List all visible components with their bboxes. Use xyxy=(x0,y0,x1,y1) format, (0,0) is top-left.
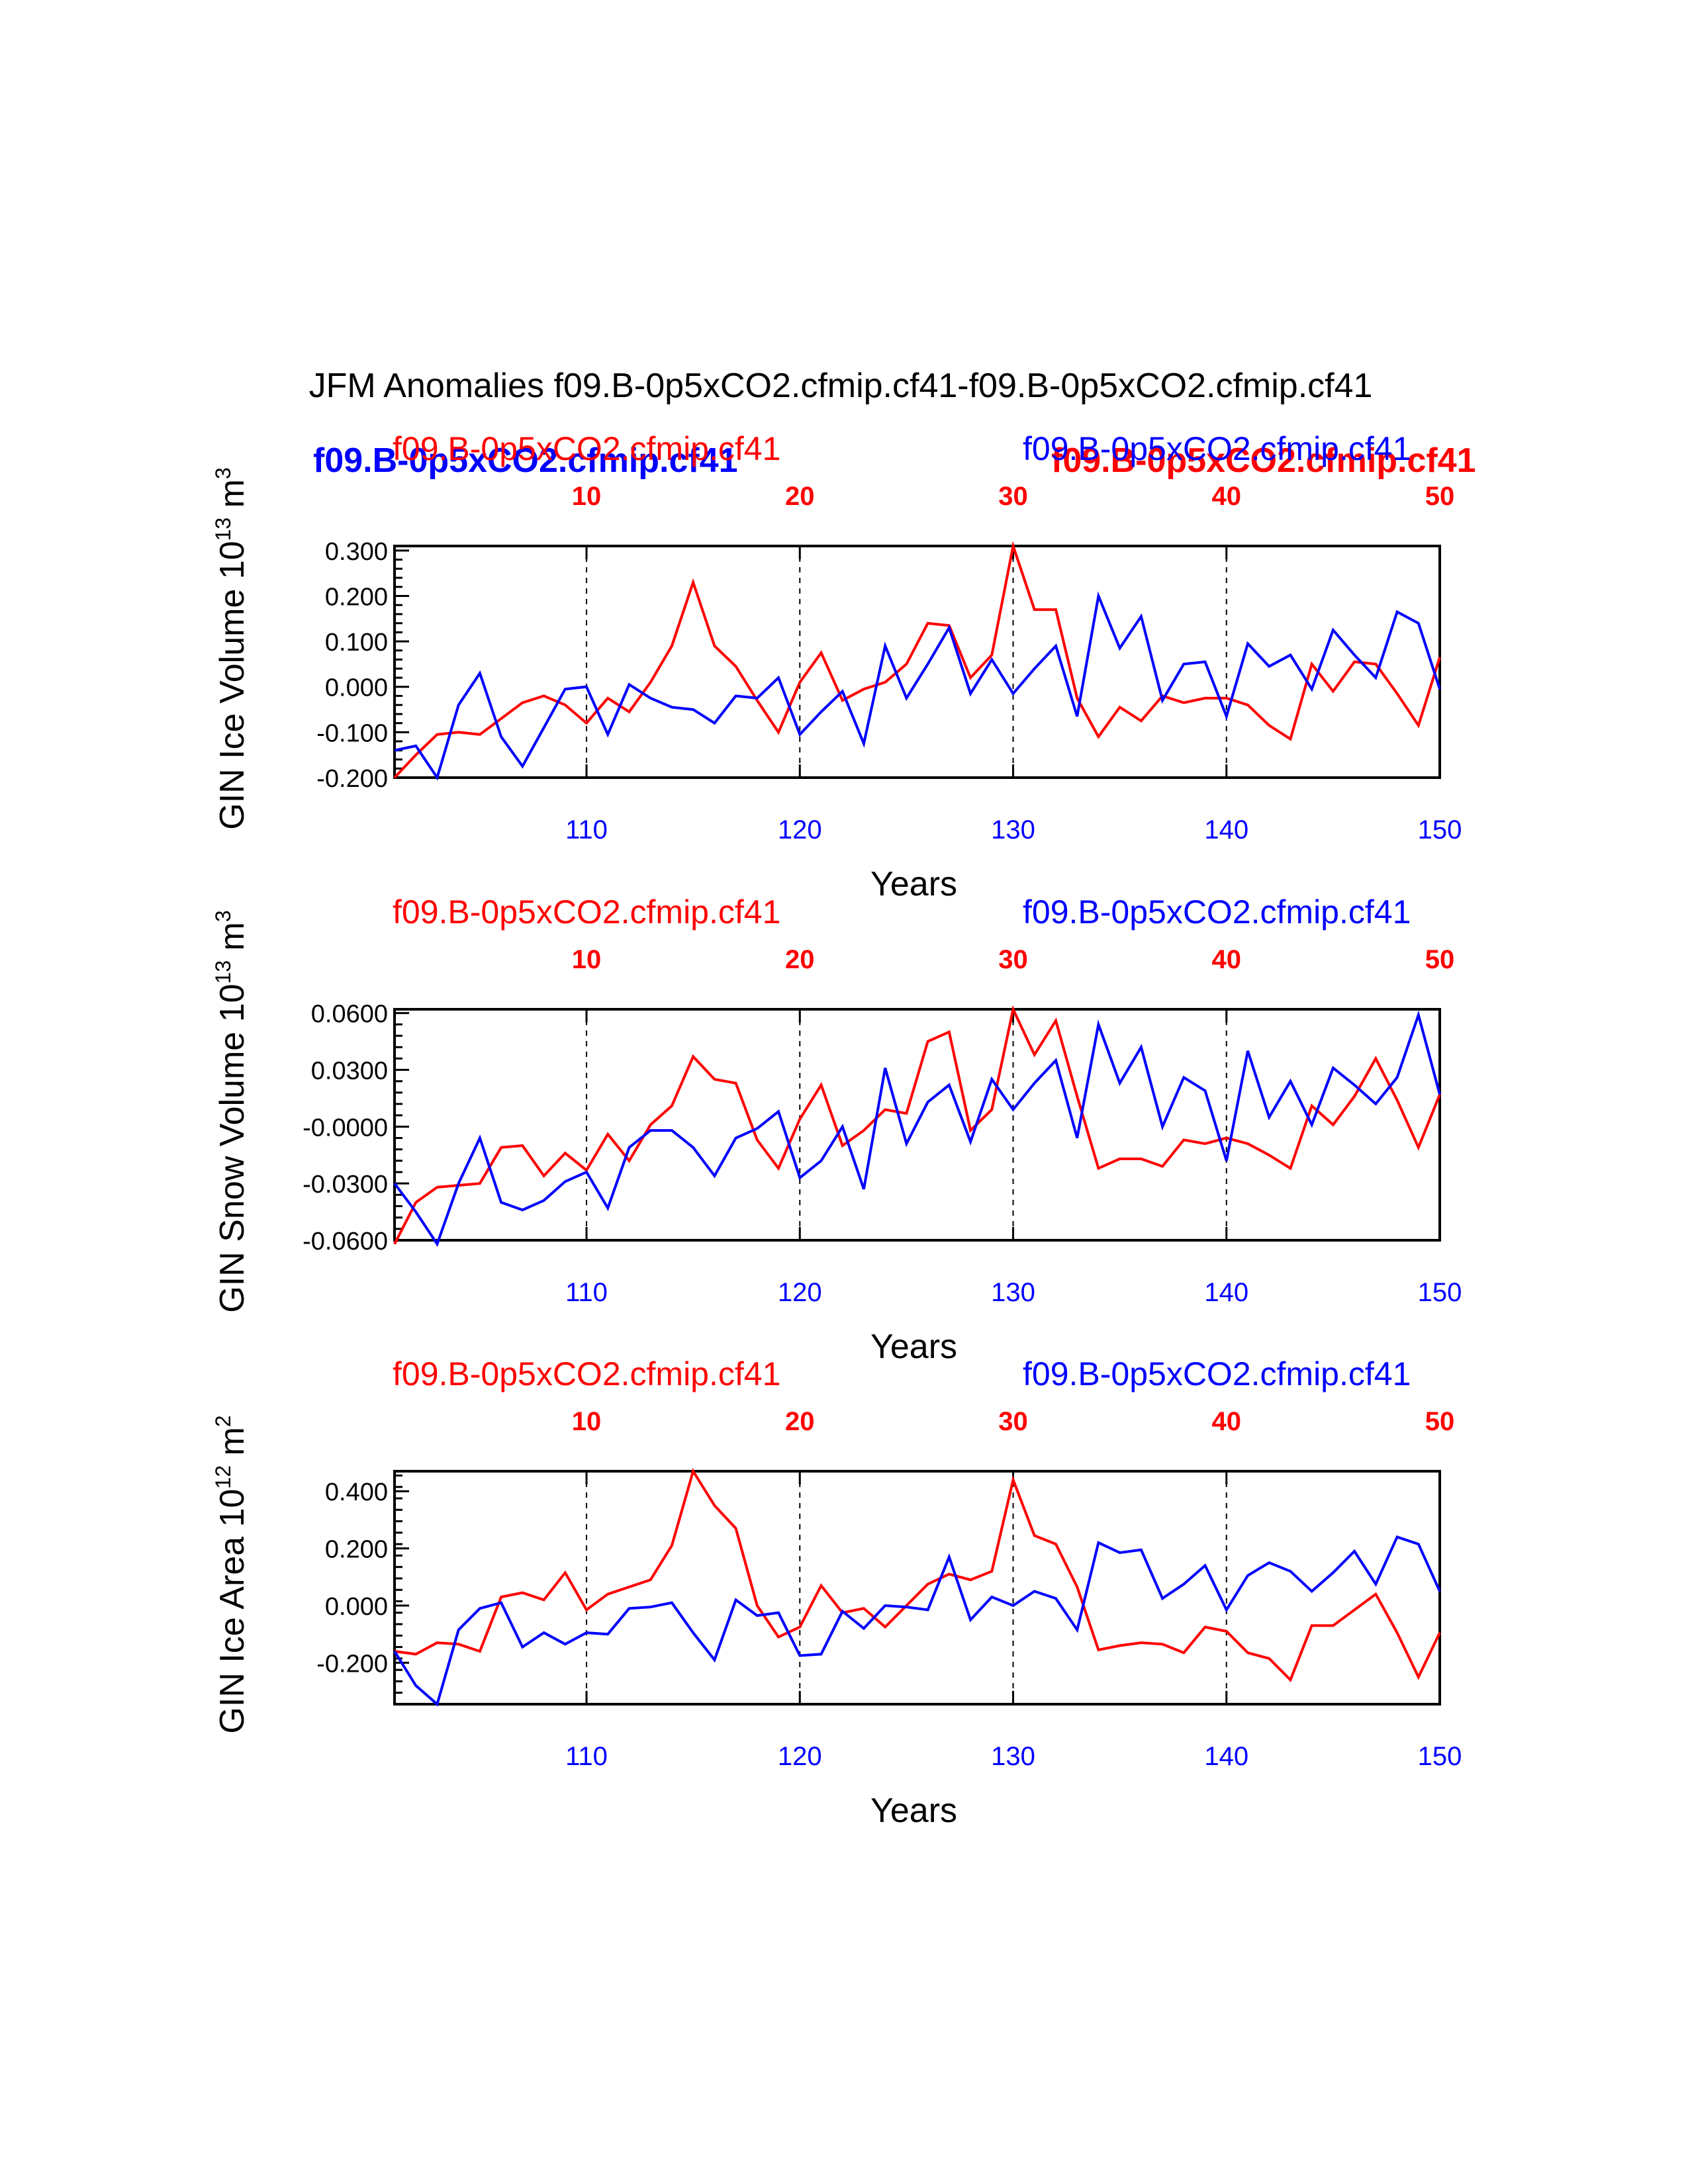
top-tick-label: 50 xyxy=(1425,1407,1455,1436)
blue-series-line xyxy=(393,1010,1441,1248)
x-axis-label: Years xyxy=(870,1792,957,1830)
y-tick-label: 0.300 xyxy=(325,538,388,566)
y-tick-label: -0.0600 xyxy=(303,1228,388,1255)
y-tick-label: 0.200 xyxy=(325,1536,388,1564)
top-tick-label: 40 xyxy=(1212,482,1242,511)
bottom-tick-label: 130 xyxy=(991,815,1035,844)
bottom-tick-label: 150 xyxy=(1418,1278,1462,1307)
figure-title: JFM Anomalies f09.B-0p5xCO2.cfmip.cf41-f… xyxy=(309,367,1373,405)
y-axis-label: GIN Ice Area 1012 m2 xyxy=(211,1415,252,1733)
y-tick-label: 0.200 xyxy=(325,583,388,611)
top-tick-label: 10 xyxy=(572,945,602,974)
overlay-label-left: f09.B-0p5xCO2.cfmip.cf41 xyxy=(313,441,738,480)
y-tick-label: -0.100 xyxy=(316,719,388,747)
plot-frame xyxy=(393,1470,1441,1706)
bottom-tick-label: 130 xyxy=(991,1278,1035,1307)
y-tick-label: -0.0000 xyxy=(303,1114,388,1142)
bottom-tick-label: 140 xyxy=(1204,1742,1248,1771)
bottom-tick-label: 110 xyxy=(565,1742,608,1771)
red-series-line xyxy=(393,1005,1441,1245)
blue-series-label: f09.B-0p5xCO2.cfmip.cf41 xyxy=(1023,893,1411,931)
top-tick-label: 50 xyxy=(1425,482,1455,511)
blue-series-line xyxy=(394,591,1441,781)
bottom-tick-label: 150 xyxy=(1418,1742,1462,1771)
y-axis-label-part: GIN Ice Volume 10 xyxy=(213,541,252,829)
y-axis-label-superscript: 2 xyxy=(211,1415,235,1427)
top-tick-label: 30 xyxy=(998,945,1028,974)
y-tick-label: 0.0600 xyxy=(311,1001,388,1028)
y-tick-label: -0.200 xyxy=(316,1650,388,1678)
blue-series-label: f09.B-0p5xCO2.cfmip.cf41 xyxy=(1023,1355,1411,1392)
top-tick-label: 20 xyxy=(785,945,815,974)
bottom-tick-label: 110 xyxy=(565,1278,608,1307)
y-axis-label-part: GIN Ice Area 10 xyxy=(213,1489,252,1734)
top-tick-label: 10 xyxy=(572,482,602,511)
bottom-tick-label: 140 xyxy=(1204,815,1248,844)
y-axis-label-part: m xyxy=(213,922,252,960)
y-axis-label-superscript: 13 xyxy=(211,518,235,541)
y-tick-label: 0.0300 xyxy=(311,1058,388,1085)
top-tick-label: 20 xyxy=(785,482,815,511)
top-tick-label: 50 xyxy=(1425,945,1455,974)
x-axis-label: Years xyxy=(870,1328,957,1366)
y-axis-label-superscript: 3 xyxy=(211,910,235,922)
plot-frame xyxy=(393,1008,1441,1242)
bottom-tick-label: 110 xyxy=(565,815,608,844)
panel-1: 0.300 0.200 0.100 0.000 -0.100 -0.200 GIN Ice … xyxy=(211,430,1462,903)
y-axis-label-superscript: 12 xyxy=(211,1465,235,1489)
y-tick-label: 0.400 xyxy=(325,1479,388,1506)
top-tick-label: 10 xyxy=(572,1407,602,1436)
y-axis-label: GIN Ice Volume 1013 m3 xyxy=(211,467,252,830)
overlay-label-right: f09.B-0p5xCO2.cfmip.cf41 xyxy=(1051,441,1476,480)
red-series-line xyxy=(393,541,1441,779)
y-axis-label: GIN Snow Volume 1013 m3 xyxy=(211,910,252,1312)
top-tick-label: 30 xyxy=(998,482,1028,511)
panels: 0.300 0.200 0.100 0.000 -0.100 -0.200 GIN Ice … xyxy=(211,430,1462,1830)
y-tick-label: -0.200 xyxy=(316,765,388,793)
plot-frame xyxy=(393,545,1441,779)
y-tick-label: 0.000 xyxy=(325,1593,388,1621)
red-series-label: f09.B-0p5xCO2.cfmip.cf41 xyxy=(393,430,780,467)
top-tick-label: 30 xyxy=(998,1407,1028,1436)
y-tick-label: 0.100 xyxy=(325,629,388,657)
y-tick-label: -0.0300 xyxy=(303,1171,388,1199)
red-series-label: f09.B-0p5xCO2.cfmip.cf41 xyxy=(393,1355,780,1392)
bottom-tick-label: 140 xyxy=(1204,1278,1248,1307)
red-series-line xyxy=(394,1468,1441,1682)
bottom-tick-label: 120 xyxy=(778,815,822,844)
x-axis-label: Years xyxy=(870,865,957,903)
top-tick-label: 40 xyxy=(1212,945,1242,974)
y-axis-label-superscript: 13 xyxy=(211,960,235,984)
y-axis-label-part: m xyxy=(213,479,252,518)
bottom-tick-label: 120 xyxy=(778,1742,822,1771)
blue-series-line xyxy=(393,1535,1441,1707)
panel-2: 0.0600 0.0300 -0.0000 -0.0300 -0.0600 GIN Sno… xyxy=(211,893,1462,1366)
bottom-tick-label: 130 xyxy=(991,1742,1035,1771)
blue-series-label: f09.B-0p5xCO2.cfmip.cf41 xyxy=(1023,430,1411,467)
red-series-label: f09.B-0p5xCO2.cfmip.cf41 xyxy=(393,893,780,931)
top-tick-label: 40 xyxy=(1212,1407,1242,1436)
y-axis-label-part: GIN Snow Volume 10 xyxy=(213,984,252,1313)
panel-3: 0.400 0.200 0.000 -0.200 GIN Ice Area 1012 m… xyxy=(211,1355,1462,1830)
y-axis-label-part: m xyxy=(213,1427,252,1465)
top-tick-label: 20 xyxy=(785,1407,815,1436)
y-axis-label-superscript: 3 xyxy=(211,467,235,479)
bottom-tick-label: 150 xyxy=(1418,815,1462,844)
bottom-tick-label: 120 xyxy=(778,1278,822,1307)
y-tick-label: 0.000 xyxy=(325,674,388,702)
